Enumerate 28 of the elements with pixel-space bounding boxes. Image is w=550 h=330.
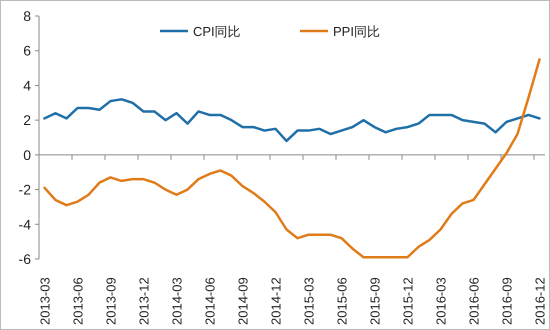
x-tick-label: 2015-12 [400,277,416,325]
x-tick-label: 2013-03 [38,277,52,325]
x-tick-label: 2016-03 [434,277,448,325]
x-tick-label: 2014-03 [170,277,184,325]
x-tick-label: 2015-09 [368,277,382,325]
y-tick-label: 4 [23,77,32,94]
x-tick-label: 2014-09 [236,277,250,325]
legend-label: CPI同比 [193,24,241,39]
legend-label: PPI同比 [333,24,380,39]
x-tick-label: 2015-03 [302,277,316,325]
y-tick-label: 8 [23,8,32,24]
x-tick-label: 2015-06 [334,277,350,325]
x-tick-label: 2014-12 [268,277,284,325]
y-tick-label: -6 [18,251,32,267]
x-tick-label: 2016-12 [532,277,548,325]
y-tick-label: 6 [23,42,32,59]
x-tick-label: 2013-09 [104,277,118,325]
x-tick-label: 2013-06 [70,277,86,325]
x-tick-label: 2016-06 [466,277,482,325]
y-tick-label: 2 [23,112,32,128]
y-tick-label: 0 [23,146,32,163]
x-tick-label: 2013-12 [136,277,152,325]
x-tick-label: 2014-06 [202,277,218,325]
x-tick-label: 2016-09 [500,277,514,325]
line-series [43,98,541,142]
y-tick-label: -2 [18,182,32,198]
line-series [43,58,541,259]
y-tick-label: -4 [18,216,32,232]
